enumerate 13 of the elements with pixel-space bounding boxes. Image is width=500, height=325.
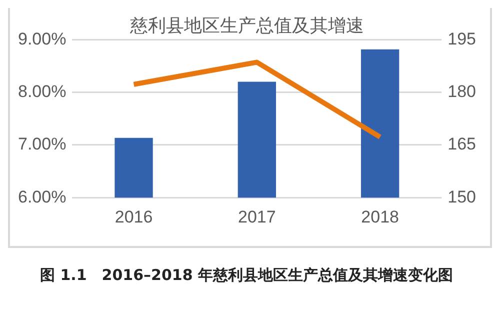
y2-tick-label: 180 xyxy=(448,82,476,101)
y2-tick-label: 195 xyxy=(448,29,476,48)
x-tick-label: 2016 xyxy=(114,207,153,226)
x-tick-label: 2018 xyxy=(361,207,399,226)
chart-title: 慈利县地区生产总值及其增速 xyxy=(129,15,364,36)
y-tick-label: 6.00% xyxy=(18,187,66,206)
y-tick-label: 7.00% xyxy=(18,134,66,154)
x-tick-label: 2017 xyxy=(238,207,276,226)
y2-tick-label: 165 xyxy=(448,134,476,154)
y2-tick-label: 150 xyxy=(448,187,476,206)
y-tick-label: 9.00% xyxy=(18,29,66,48)
y-tick-label: 8.00% xyxy=(18,82,66,101)
caption: 图 1.1 2016–2018 年慈利县地区生产总值及其增速变化图 xyxy=(39,265,454,286)
